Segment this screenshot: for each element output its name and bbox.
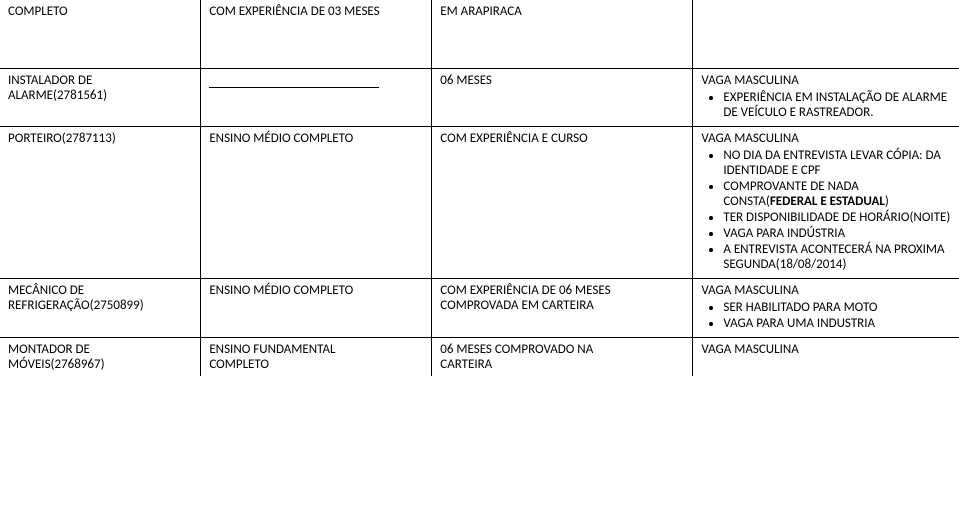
cell-r4-c2: ENSINO MÉDIO COMPLETO bbox=[201, 279, 432, 338]
text: EM ARAPIRACA bbox=[440, 4, 521, 19]
cell-r5-c1: MONTADOR DE MÓVEIS(2768967) bbox=[0, 338, 201, 377]
cell-r2-c3: 06 MESES bbox=[432, 69, 693, 127]
blank-line bbox=[209, 73, 379, 88]
text: CARTEIRA bbox=[440, 357, 492, 372]
bullet-item: VAGA PARA INDÚSTRIA bbox=[723, 226, 951, 241]
job-title: PORTEIRO(2787113) bbox=[8, 131, 116, 146]
text: VAGA MASCULINA bbox=[701, 131, 798, 146]
cell-r3-c4: VAGA MASCULINA NO DIA DA ENTREVISTA LEVA… bbox=[693, 127, 959, 279]
job-code: REFRIGERAÇÃO(2750899) bbox=[8, 298, 144, 313]
bullet-item: COMPROVANTE DE NADA CONSTA(FEDERAL E EST… bbox=[723, 179, 951, 209]
cell-r4-c4: VAGA MASCULINA SER HABILITADO PARA MOTO … bbox=[693, 279, 959, 338]
text: ENSINO MÉDIO COMPLETO bbox=[209, 131, 353, 146]
text: ENSINO FUNDAMENTAL bbox=[209, 342, 335, 357]
bullet-list: SER HABILITADO PARA MOTO VAGA PARA UMA I… bbox=[701, 300, 951, 331]
bullet-list: NO DIA DA ENTREVISTA LEVAR CÓPIA: DA IDE… bbox=[701, 148, 951, 272]
text: VAGA MASCULINA bbox=[701, 283, 798, 298]
text: COMPLETO bbox=[209, 357, 269, 372]
text: VAGA MASCULINA bbox=[701, 73, 798, 88]
bullet-item: EXPERIÊNCIA EM INSTALAÇÃO DE ALARME DE V… bbox=[723, 90, 951, 120]
cell-r2-c4: VAGA MASCULINA EXPERIÊNCIA EM INSTALAÇÃO… bbox=[693, 69, 959, 127]
cell-r5-c3: 06 MESES COMPROVADO NA CARTEIRA bbox=[432, 338, 693, 377]
cell-r3-c2: ENSINO MÉDIO COMPLETO bbox=[201, 127, 432, 279]
text: ENSINO MÉDIO COMPLETO bbox=[209, 283, 353, 298]
cell-r2-c1: INSTALADOR DE ALARME(2781561) bbox=[0, 69, 201, 127]
job-code: MÓVEIS(2768967) bbox=[8, 357, 105, 372]
text: COM EXPERIÊNCIA E CURSO bbox=[440, 131, 587, 146]
text: COM EXPERIÊNCIA DE 03 MESES bbox=[209, 4, 379, 19]
cell-r3-c3: COM EXPERIÊNCIA E CURSO bbox=[432, 127, 693, 279]
bullet-item: TER DISPONIBILIDADE DE HORÁRIO(NOITE) bbox=[723, 210, 951, 225]
cell-r1-c4 bbox=[693, 0, 959, 69]
job-code: ALARME(2781561) bbox=[8, 88, 107, 103]
bullet-item: A ENTREVISTA ACONTECERÁ NA PROXIMA SEGUN… bbox=[723, 242, 951, 272]
bullet-item: VAGA PARA UMA INDUSTRIA bbox=[723, 316, 951, 331]
cell-r1-c1: COMPLETO bbox=[0, 0, 201, 69]
bullet-item: SER HABILITADO PARA MOTO bbox=[723, 300, 951, 315]
cell-r5-c2: ENSINO FUNDAMENTAL COMPLETO bbox=[201, 338, 432, 377]
bullet-list: EXPERIÊNCIA EM INSTALAÇÃO DE ALARME DE V… bbox=[701, 90, 951, 120]
bullet-item: NO DIA DA ENTREVISTA LEVAR CÓPIA: DA IDE… bbox=[723, 148, 951, 178]
text: VAGA MASCULINA bbox=[701, 342, 798, 357]
cell-r3-c1: PORTEIRO(2787113) bbox=[0, 127, 201, 279]
cell-r1-c3: EM ARAPIRACA bbox=[432, 0, 693, 69]
text: 06 MESES COMPROVADO NA bbox=[440, 342, 593, 357]
cell-r4-c1: MECÂNICO DE REFRIGERAÇÃO(2750899) bbox=[0, 279, 201, 338]
text: COMPROVADA EM CARTEIRA bbox=[440, 298, 594, 313]
text: 06 MESES bbox=[440, 73, 492, 88]
job-title: INSTALADOR DE bbox=[8, 73, 92, 88]
cell-r5-c4: VAGA MASCULINA bbox=[693, 338, 959, 377]
cell-r1-c2: COM EXPERIÊNCIA DE 03 MESES bbox=[201, 0, 432, 69]
text: COM EXPERIÊNCIA DE 06 MESES bbox=[440, 283, 610, 298]
cell-r2-c2 bbox=[201, 69, 432, 127]
job-title: MECÂNICO DE bbox=[8, 283, 84, 298]
job-title: MONTADOR DE bbox=[8, 342, 90, 357]
cell-r4-c3: COM EXPERIÊNCIA DE 06 MESES COMPROVADA E… bbox=[432, 279, 693, 338]
text: COMPLETO bbox=[8, 4, 68, 19]
